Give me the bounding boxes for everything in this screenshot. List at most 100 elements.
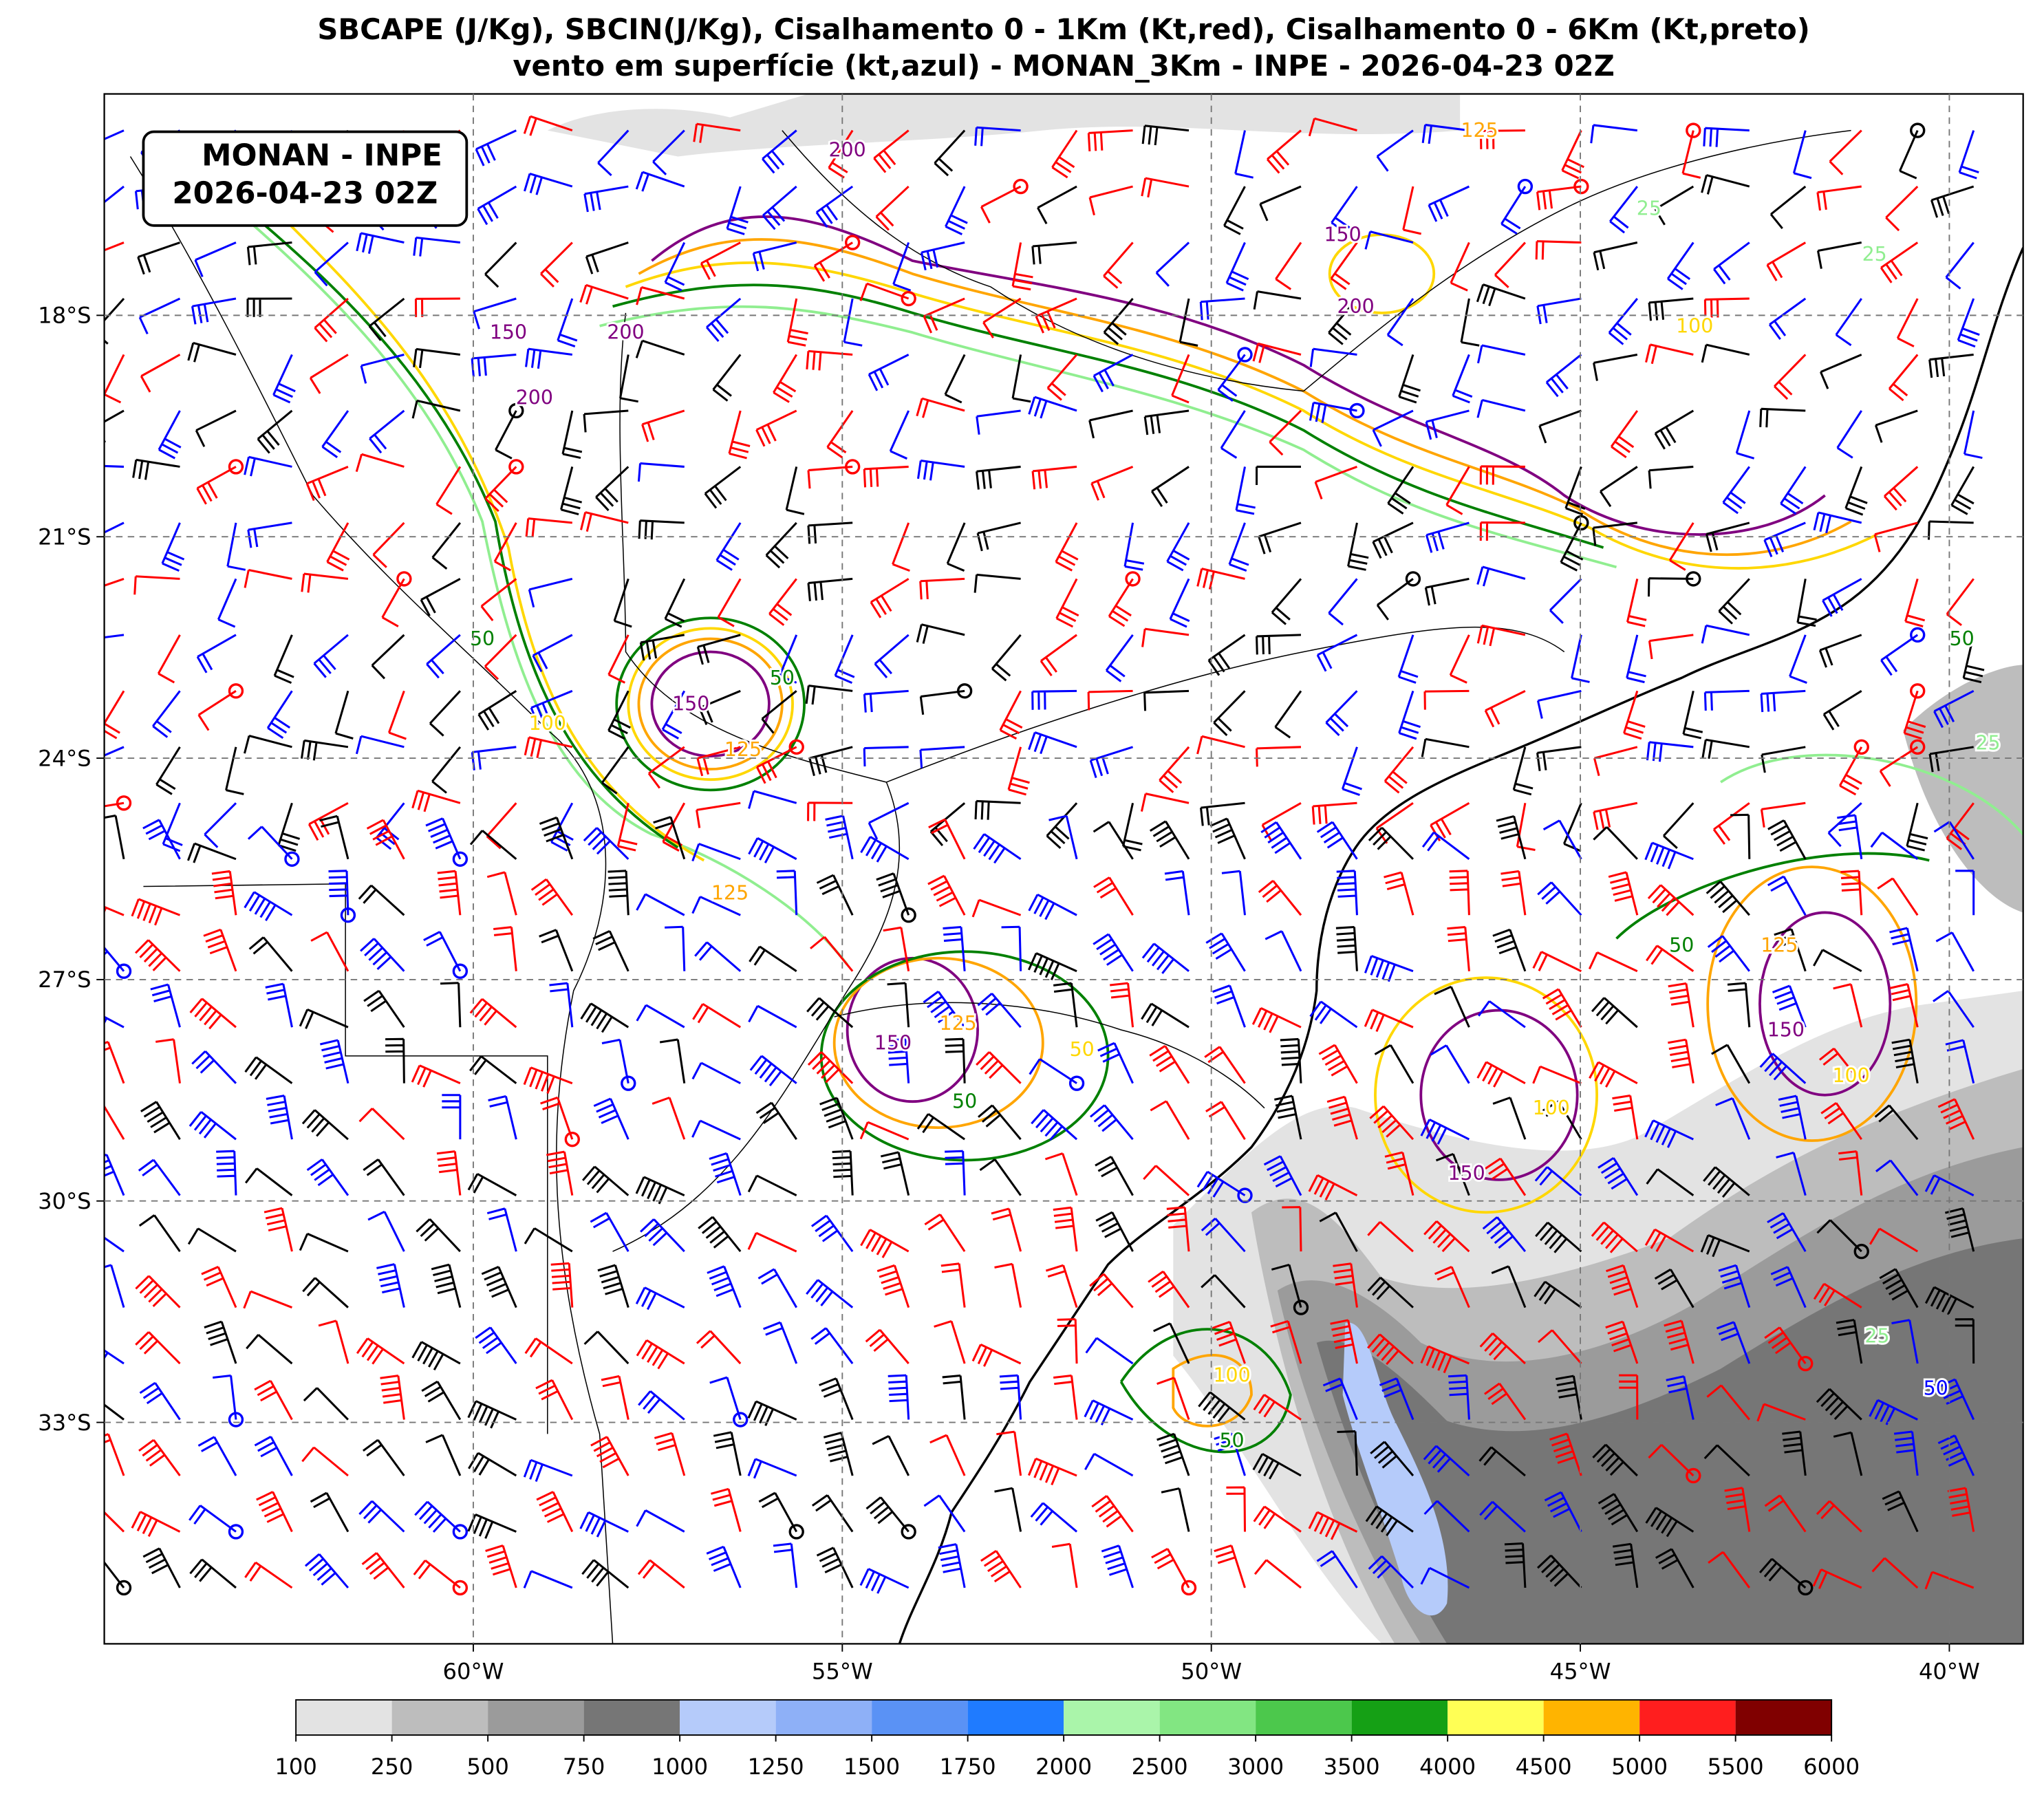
wind-barb bbox=[1209, 817, 1246, 860]
wind-barb bbox=[1148, 1270, 1190, 1308]
contour-label: 100 bbox=[1832, 1064, 1869, 1087]
wind-barb bbox=[301, 1446, 349, 1477]
wind-barb bbox=[1838, 1150, 1863, 1196]
wind-barb bbox=[1711, 1044, 1751, 1084]
wind-barb bbox=[1093, 821, 1134, 860]
wind-barb bbox=[256, 1491, 293, 1533]
wind-barb bbox=[539, 929, 574, 972]
wind-barb bbox=[1143, 1165, 1190, 1196]
wind-barb bbox=[1420, 1345, 1470, 1374]
wind-barb bbox=[823, 1432, 854, 1476]
wind-barb bbox=[786, 298, 808, 347]
colorbar-swatch bbox=[967, 1699, 1064, 1736]
wind-barb bbox=[1322, 1377, 1358, 1421]
wind-barb bbox=[757, 1268, 798, 1308]
wind-barb bbox=[1164, 870, 1190, 916]
wind-barb bbox=[641, 409, 685, 442]
wind-barb bbox=[313, 634, 349, 678]
wind-barb bbox=[876, 872, 910, 916]
wind-barb bbox=[1166, 522, 1190, 572]
wind-barb bbox=[1869, 1399, 1918, 1425]
wind-barb bbox=[1347, 522, 1369, 571]
calm-marker bbox=[901, 1524, 916, 1540]
wind-barb bbox=[309, 354, 349, 394]
wind-barb bbox=[1701, 624, 1750, 644]
coastline bbox=[898, 247, 2023, 1644]
wind-barb bbox=[637, 462, 685, 482]
wind-barb bbox=[134, 939, 181, 972]
wind-barb bbox=[540, 241, 573, 288]
wind-barb bbox=[1253, 1394, 1302, 1421]
wind-barb bbox=[411, 1064, 461, 1088]
wind-barb bbox=[1504, 1542, 1527, 1588]
wind-barb bbox=[748, 837, 797, 863]
wind-barb bbox=[104, 185, 125, 204]
wind-barb bbox=[664, 241, 686, 292]
wind-barb bbox=[1275, 241, 1302, 290]
calm-marker bbox=[452, 1524, 469, 1540]
wind-barb bbox=[467, 1173, 517, 1196]
contour-label: 100 bbox=[1533, 1097, 1570, 1119]
wind-barb bbox=[272, 354, 296, 404]
wind-barb bbox=[467, 1400, 517, 1429]
wind-barb bbox=[706, 1545, 742, 1588]
wind-barb bbox=[104, 1153, 125, 1196]
calm-marker bbox=[621, 1075, 636, 1091]
wind-barb bbox=[191, 297, 237, 325]
wind-barb bbox=[1654, 1268, 1695, 1308]
wind-barb bbox=[755, 1101, 797, 1140]
wind-barb bbox=[1090, 1104, 1134, 1141]
wind-barb bbox=[488, 1095, 517, 1140]
wind-barb bbox=[152, 690, 181, 738]
wind-barb bbox=[1545, 354, 1582, 398]
wind-barb bbox=[652, 129, 685, 175]
contour-label: 125 bbox=[711, 882, 749, 905]
wind-barb bbox=[244, 1056, 293, 1084]
wind-barb bbox=[246, 1334, 293, 1365]
wind-barb bbox=[1051, 1542, 1078, 1588]
wind-barb bbox=[1606, 1264, 1639, 1308]
wind-barb bbox=[226, 522, 246, 571]
wind-barb bbox=[1816, 1500, 1862, 1533]
wind-barb bbox=[1648, 465, 1694, 489]
wind-barb bbox=[638, 1390, 685, 1421]
wind-barb bbox=[523, 115, 573, 136]
wind-barb bbox=[1770, 1266, 1807, 1308]
lat-tick-label: 27°S bbox=[38, 967, 92, 993]
colorbar-swatch bbox=[583, 1699, 680, 1736]
wind-barb bbox=[859, 1121, 910, 1141]
wind-barb bbox=[1492, 928, 1527, 972]
wind-barb bbox=[1089, 746, 1134, 778]
wind-barb bbox=[138, 1214, 181, 1252]
wind-barb bbox=[1425, 409, 1470, 440]
wind-barb bbox=[1780, 466, 1807, 515]
wind-barb bbox=[1369, 1105, 1414, 1141]
wind-barb bbox=[411, 789, 461, 812]
cape-shade bbox=[1342, 1322, 1448, 1616]
wind-barb bbox=[1612, 1094, 1639, 1140]
wind-barb bbox=[155, 1038, 181, 1084]
calm-marker bbox=[508, 402, 524, 419]
wind-barb bbox=[411, 1341, 461, 1371]
wind-barb bbox=[712, 354, 742, 402]
wind-barb bbox=[1760, 801, 1806, 828]
wind-barb bbox=[1123, 522, 1145, 571]
wind-barb bbox=[1044, 1152, 1078, 1196]
wind-barb bbox=[243, 735, 292, 754]
wind-barb bbox=[927, 874, 966, 916]
calm-marker bbox=[228, 683, 244, 699]
wind-barb bbox=[1368, 827, 1414, 860]
wind-barb bbox=[475, 129, 517, 166]
wind-barb bbox=[916, 623, 965, 644]
wind-barb bbox=[421, 1380, 462, 1421]
wind-barb bbox=[923, 991, 966, 1028]
wind-barb bbox=[1335, 925, 1358, 971]
wind-barb bbox=[1256, 634, 1302, 655]
wind-barb bbox=[1309, 1000, 1358, 1028]
calm-marker bbox=[956, 683, 973, 699]
wind-barb bbox=[1421, 737, 1470, 757]
colorbar-label: 750 bbox=[563, 1754, 605, 1780]
wind-barb bbox=[1644, 841, 1694, 870]
colorbar-swatch bbox=[1159, 1699, 1256, 1736]
wind-barb bbox=[1476, 1061, 1526, 1088]
